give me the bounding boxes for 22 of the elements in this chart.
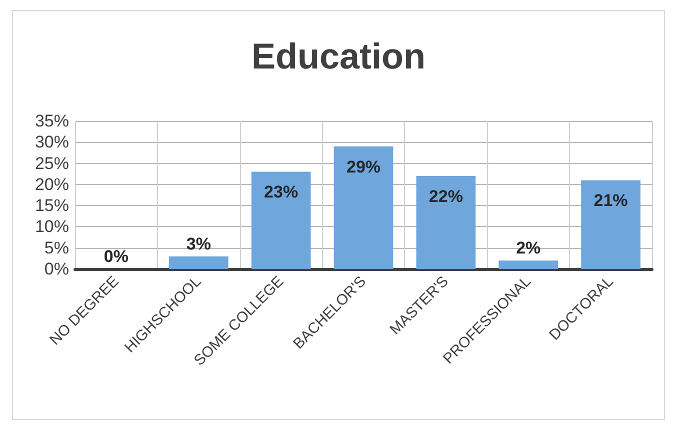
y-tick-label: 35% — [34, 112, 69, 130]
y-tick-label: 25% — [34, 154, 69, 173]
bar — [334, 146, 394, 269]
y-tick-label: 0% — [44, 260, 69, 278]
bar — [498, 260, 558, 269]
y-tick-label: 10% — [34, 217, 69, 236]
y-tick-label: 15% — [34, 196, 69, 216]
data-label: 23% — [264, 182, 298, 202]
y-tick-label: 20% — [34, 174, 69, 194]
y-tick-label: 30% — [34, 132, 69, 152]
data-label: 0% — [104, 247, 129, 266]
bar — [416, 176, 476, 269]
y-tick-label: 5% — [44, 238, 69, 258]
data-label: 22% — [428, 186, 463, 206]
data-label: 29% — [346, 157, 381, 176]
chart-title: Education — [251, 36, 426, 76]
bar — [581, 180, 640, 269]
data-label: 21% — [594, 191, 628, 210]
bar — [251, 172, 311, 269]
data-label: 3% — [186, 234, 211, 254]
bar — [168, 256, 228, 269]
data-label: 2% — [516, 238, 541, 258]
